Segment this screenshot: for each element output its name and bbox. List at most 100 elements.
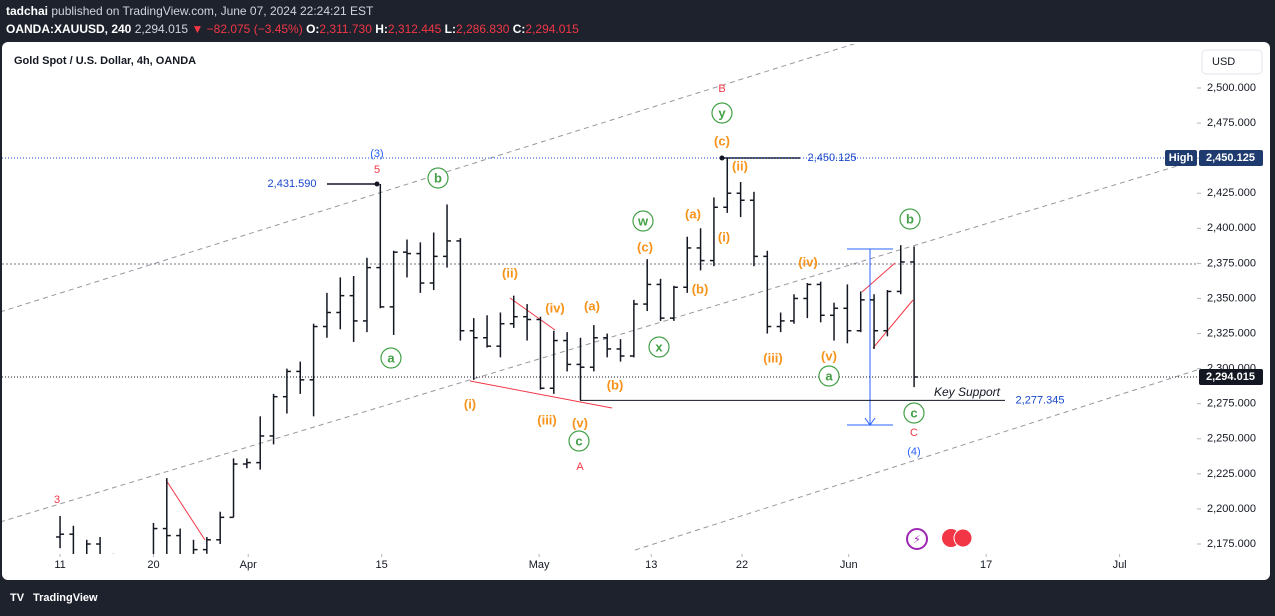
wave-label: x	[655, 339, 663, 354]
ohlc-key: L:	[445, 22, 456, 36]
wave-label: (ii)	[732, 158, 748, 173]
wave-line	[509, 297, 556, 331]
level-label: 2,450.125	[808, 152, 857, 164]
wave-label: (a)	[584, 298, 600, 313]
wave-label: b	[434, 170, 442, 185]
y-tick-label: 2,375.000	[1207, 257, 1256, 269]
y-tick-label: 2,200.000	[1207, 503, 1256, 515]
measure-arrow	[864, 417, 876, 426]
wave-label: (3)	[370, 148, 383, 160]
high-price-box	[1199, 149, 1263, 166]
y-tick-label: 2,500.000	[1207, 82, 1256, 94]
wave-label: (v)	[572, 415, 588, 430]
currency: USD	[1212, 56, 1235, 68]
wave-label: w	[637, 213, 649, 228]
x-tick-label: 20	[147, 559, 159, 571]
currency-box[interactable]	[1201, 49, 1263, 75]
ohlc-value: 2,286.830	[456, 22, 510, 36]
footer-logo: TV	[10, 592, 25, 604]
wave-line	[872, 299, 914, 349]
x-tick-label: Jun	[840, 559, 858, 571]
level-label: 2,277.345	[1016, 394, 1065, 406]
wave-label: a	[825, 368, 833, 383]
y-tick-label: 2,350.000	[1207, 292, 1256, 304]
wave-label: (c)	[637, 239, 653, 254]
x-tick-label: Jul	[1113, 559, 1127, 571]
last-price-box	[1199, 369, 1263, 386]
event-icon[interactable]	[953, 528, 973, 548]
x-tick-label: 15	[376, 559, 388, 571]
ohlc-key: C:	[513, 22, 526, 36]
wave-circle	[711, 102, 733, 124]
plot: 2,175.000 2,200.000 2,225.000 2,250.000 2,27…	[2, 82, 1263, 571]
wave-label: 5	[374, 164, 380, 176]
ohlc-value: 2,311.730	[319, 22, 372, 36]
footer-brand: TradingView	[33, 592, 98, 604]
wave-circle	[632, 210, 654, 232]
y-tick-label: 2,275.000	[1207, 398, 1256, 410]
event-icon-glyph: ⚡	[913, 534, 921, 546]
wave-label: y	[718, 105, 726, 120]
wave-circle	[380, 347, 402, 369]
wave-label: (iii)	[763, 350, 783, 365]
x-tick-label: 13	[645, 559, 657, 571]
ohlc-value: 2,294.015	[525, 22, 579, 36]
wave-label: (i)	[464, 396, 476, 411]
y-tick-label: 2,475.000	[1207, 117, 1256, 129]
x-tick-label: 22	[736, 559, 748, 571]
x-tick-label: 17	[980, 559, 992, 571]
symbol: OANDA:XAUUSD, 240	[6, 22, 132, 36]
wave-label: (4)	[907, 446, 920, 458]
wave-label: (v)	[821, 348, 837, 363]
wave-label: (ii)	[502, 265, 518, 280]
footer	[0, 580, 1275, 616]
high-point	[719, 155, 725, 161]
wave-label: a	[387, 350, 395, 365]
level-label: 2,431.590	[268, 178, 317, 190]
symbol-line: OANDA:XAUUSD, 240 2,294.015 ▼ −82.075 (−…	[6, 22, 579, 36]
event-icon[interactable]	[906, 528, 928, 550]
channel-line	[2, 159, 1197, 522]
y-tick-label: 2,325.000	[1207, 327, 1256, 339]
chart-panel	[2, 42, 1270, 580]
wave-label: (iv)	[545, 300, 565, 315]
series	[56, 157, 919, 554]
author: tadchai	[6, 4, 48, 18]
wave-circle	[899, 208, 921, 230]
y-tick-label: 2,225.000	[1207, 468, 1256, 480]
high-badge-label: High	[1169, 152, 1194, 164]
chart-title: Gold Spot / U.S. Dollar, 4h, OANDA	[14, 55, 196, 67]
publish-line: tadchai published on TradingView.com, Ju…	[6, 4, 374, 18]
change: ▼ −82.075 (−3.45%)	[191, 22, 302, 36]
x-tick-label: 11	[54, 559, 65, 571]
wave-label: (b)	[607, 377, 624, 392]
high-price-label: 2,450.125	[1206, 152, 1255, 164]
x-tick-label: May	[529, 559, 550, 571]
ohlc-value: 2,312.445	[388, 22, 442, 36]
y-tick-label: 2,175.000	[1207, 538, 1256, 550]
wave-label: B	[718, 83, 725, 95]
high-badge	[1165, 149, 1197, 166]
y-tick-label: 2,400.000	[1207, 222, 1256, 234]
wave-label: (b)	[692, 281, 709, 296]
wave-circle	[427, 167, 449, 189]
x-tick-label: Apr	[240, 559, 257, 571]
wave-label: Key Support	[934, 385, 1001, 399]
price: 2,294.015	[135, 22, 189, 36]
wave-label: C	[910, 427, 918, 439]
wave-label: (iii)	[537, 412, 557, 427]
y-tick-label: 2,250.000	[1207, 433, 1256, 445]
wave-label: (a)	[685, 206, 701, 221]
wave-line	[165, 479, 206, 541]
last-price-label: 2,294.015	[1206, 371, 1255, 383]
wave-label: c	[910, 405, 917, 420]
ohlc-key: H:	[375, 22, 388, 36]
wave-label: A	[576, 461, 584, 473]
wave-line	[469, 380, 613, 409]
y-tick-label: 2,425.000	[1207, 187, 1256, 199]
wave-label: c	[575, 433, 582, 448]
wave-circle	[648, 336, 670, 358]
wave-circle	[903, 402, 925, 424]
wave-line	[861, 262, 896, 293]
